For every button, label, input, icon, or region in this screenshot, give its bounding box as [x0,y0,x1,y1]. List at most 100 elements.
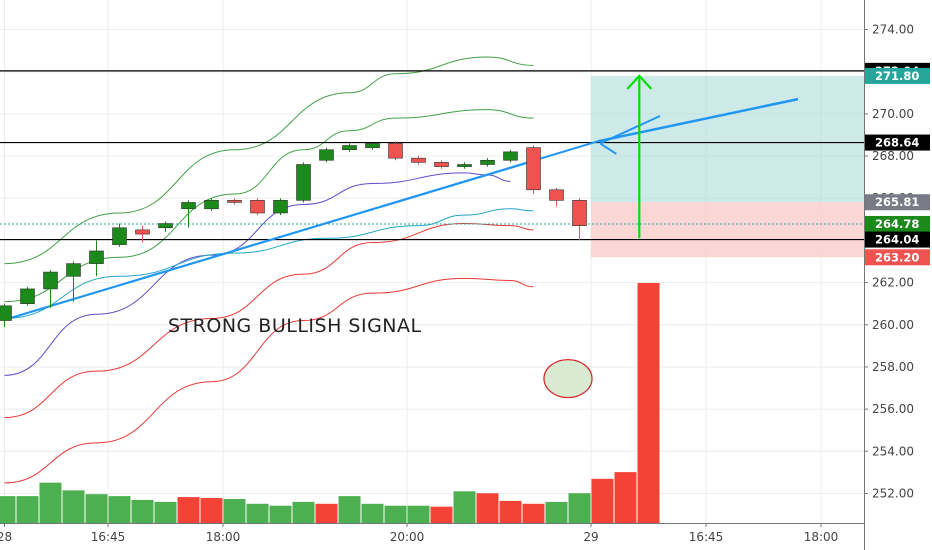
time-tick-label: 18:00 [804,530,839,544]
volume-bar [476,493,499,523]
candle-body [319,149,334,161]
price-label: 263.20 [875,250,919,264]
candlesticks [0,141,587,327]
candle-body [503,151,518,161]
price-tick-label: 254.00 [872,444,914,458]
price-label-bg [865,231,930,248]
volume-bar [522,503,545,523]
volume-bars [0,283,660,523]
price-label: 271.80 [875,69,919,83]
volume-bar [16,496,39,523]
price-label: 265.81 [875,195,919,209]
candle-body [112,227,127,245]
volume-bar [154,501,177,523]
grid-lines [0,0,864,523]
price-tick-label: 252.00 [872,486,914,500]
candle-body [158,223,173,229]
stop-zone [591,202,865,258]
candle-body [365,143,380,148]
price-tick-label: 268.00 [872,149,914,163]
price-label-bg [865,67,930,84]
price-label-bg [865,215,930,232]
band-lower-inner [4,223,534,419]
band-lower-outer [4,277,534,484]
long-position-tool[interactable] [591,75,865,258]
band-basis-teal [4,208,534,319]
candle-body [135,229,150,235]
volume-bar [108,496,131,523]
candle-body [250,200,265,214]
price-tick-label: 258.00 [872,360,914,374]
volume-bar [177,497,200,523]
price-tick-label: 274.00 [872,23,914,37]
band-upper-inner [4,109,534,303]
volume-bar [637,283,660,523]
price-label: 268.64 [875,136,919,150]
candle-body [388,143,403,159]
volume-bar [0,496,16,523]
band-upper-outer [4,56,534,265]
candle-body [89,250,104,264]
volume-bar [200,498,223,523]
volume-bar [384,505,407,523]
volume-bar [453,491,476,523]
band-basis-purple [4,172,511,376]
candle-body [273,200,288,214]
candle-body [411,157,426,163]
candle-body [549,189,564,201]
candle-body [204,200,219,210]
target-arrow-head [626,74,653,90]
volume-bar [499,500,522,523]
price-label-bg [865,194,930,211]
profit-zone [591,75,865,203]
candle-body [66,263,81,277]
price-label-bg [865,249,930,266]
time-tick-label: 20:00 [390,530,425,544]
volume-bar [591,478,614,523]
bollinger-bands [4,56,534,484]
volume-bar [545,501,568,523]
price-axis-bg [864,0,932,550]
volume-bar [223,499,246,523]
volume-bar [269,505,292,523]
trend-line-projection [8,140,599,320]
price-label: 264.04 [875,233,919,247]
candle-body [181,202,196,210]
trend-lines[interactable] [8,97,799,320]
price-tick-label: 270.00 [872,107,914,121]
volume-bar [62,490,85,523]
candle-body [457,164,472,167]
time-tick-label: 28 [0,530,12,544]
volume-bar [338,496,361,523]
volume-bar [315,503,338,523]
price-tick-label: 262.00 [872,276,914,290]
candle-body [227,200,242,203]
time-tick-label: 18:00 [206,530,241,544]
time-axis-bg [0,523,864,550]
volume-bar [430,506,453,523]
arrow-head-upper [599,115,661,145]
trend-line-extension [597,97,799,143]
price-tick-label: 260.00 [872,318,914,332]
volume-bar [131,499,154,523]
time-axis[interactable]: 28 16:45 18:00 20:00 29 16:45 18:00 [0,523,865,550]
candle-body [0,305,12,321]
time-tick-label: 16:45 [91,530,126,544]
volume-bar [39,482,62,523]
volume-bar [292,501,315,523]
candle-body [572,200,587,226]
price-label: 264.78 [875,217,919,231]
horizontal-levels[interactable] [0,70,864,241]
annotation-marks[interactable] [543,74,653,399]
candle-body [296,164,311,201]
candle-body [526,147,541,191]
volume-bar [246,503,269,523]
time-tick-label: 16:45 [689,530,724,544]
candle-body [43,271,58,290]
volume-bar [407,505,430,523]
price-axis[interactable]: 252.00 254.00 256.00 258.00 260.00 262.00 264.… [864,0,932,550]
price-label-bg [865,134,930,151]
volume-bar [85,494,108,523]
candle-body [342,145,357,151]
